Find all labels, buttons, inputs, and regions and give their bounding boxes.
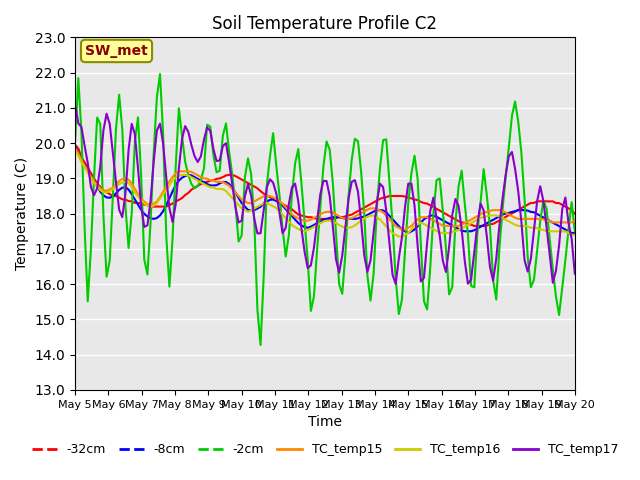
- Y-axis label: Temperature (C): Temperature (C): [15, 157, 29, 270]
- Text: SW_met: SW_met: [85, 44, 148, 58]
- Legend: -32cm, -8cm, -2cm, TC_temp15, TC_temp16, TC_temp17: -32cm, -8cm, -2cm, TC_temp15, TC_temp16,…: [27, 438, 623, 461]
- X-axis label: Time: Time: [308, 415, 342, 429]
- Title: Soil Temperature Profile C2: Soil Temperature Profile C2: [212, 15, 438, 33]
